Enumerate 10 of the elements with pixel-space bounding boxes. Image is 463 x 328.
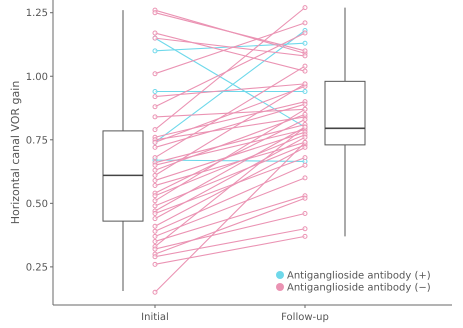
x-tick-label: Follow-up — [281, 312, 329, 323]
legend-label: Antiganglioside antibody (+) — [287, 270, 431, 282]
y-tick-label: 0.50 — [26, 198, 48, 210]
legend-label: Antiganglioside antibody (−) — [287, 282, 431, 294]
y-axis-title: Horizontal canal VOR gain — [9, 80, 22, 224]
x-tick-label: Initial — [141, 312, 169, 323]
y-tick-label: 0.75 — [26, 135, 48, 146]
y-tick-label: 1.25 — [26, 8, 48, 20]
y-tick-label: 1.00 — [26, 72, 48, 83]
y-tick-label: 0.25 — [26, 262, 48, 274]
